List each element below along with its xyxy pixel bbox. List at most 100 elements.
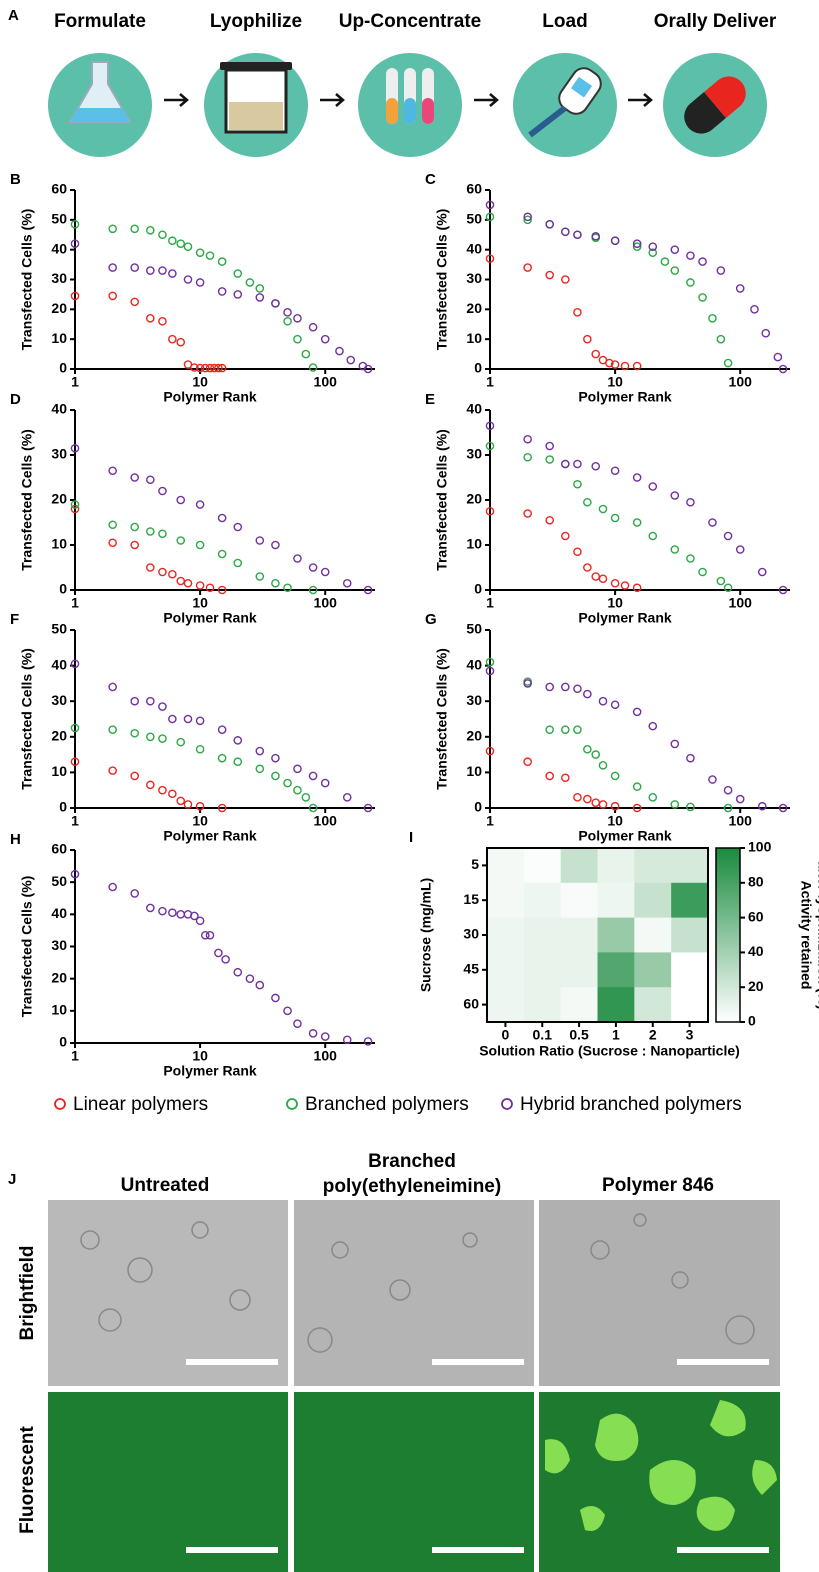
point	[308, 803, 318, 813]
point	[573, 793, 582, 802]
point	[716, 576, 726, 586]
point	[217, 753, 227, 763]
point	[485, 421, 495, 431]
step-title: Formulate	[54, 11, 146, 32]
point	[70, 757, 80, 767]
point	[70, 723, 80, 733]
point	[708, 313, 717, 323]
point	[591, 461, 601, 471]
point	[146, 475, 155, 485]
x-axis-title: Polymer Rank	[163, 610, 257, 626]
y-tick-label: 30	[466, 446, 482, 462]
colorbar-tick-label: 40	[748, 943, 764, 959]
point	[293, 334, 302, 344]
colorbar	[715, 847, 741, 1023]
heat-cell	[523, 952, 562, 988]
heat-cell	[597, 952, 635, 988]
heat-cell	[487, 917, 525, 953]
heat-cell	[523, 848, 562, 884]
point	[308, 322, 318, 332]
point	[583, 689, 592, 699]
point	[283, 778, 292, 788]
point	[190, 363, 199, 372]
point	[342, 793, 352, 802]
step-title: Lyophilize	[210, 11, 302, 32]
y-tick-label: 30	[51, 446, 67, 462]
micrograph-images	[48, 1200, 780, 1572]
point	[723, 358, 733, 368]
heat-cell	[671, 882, 709, 919]
point	[233, 736, 243, 745]
colorbar-tick-label: 20	[748, 978, 764, 994]
y-tick-label: 20	[51, 728, 67, 744]
step-title: Up-Concentrate	[339, 11, 482, 32]
point	[757, 801, 767, 811]
point	[255, 284, 265, 293]
y-tick-label: 20	[51, 300, 67, 316]
point	[632, 518, 642, 527]
point	[523, 434, 532, 444]
point	[632, 473, 642, 482]
x-axis-title: Polymer Rank	[578, 610, 672, 626]
point	[108, 291, 117, 301]
point	[158, 785, 167, 795]
y-axis-title: Transfected Cells (%)	[19, 876, 35, 1018]
point	[233, 290, 243, 299]
point	[320, 1032, 330, 1041]
colorbar-tick-label: 100	[748, 839, 772, 855]
point	[610, 360, 620, 369]
point	[363, 1037, 373, 1046]
point	[255, 764, 265, 774]
y-tick-label: 40	[51, 905, 67, 921]
point	[632, 707, 642, 717]
panel-label: H	[10, 831, 21, 848]
x-tick-label: 1	[71, 1048, 79, 1064]
point	[271, 578, 280, 588]
point	[485, 506, 495, 516]
x-axis-title: Polymer Rank	[578, 389, 672, 405]
heat-cell	[597, 882, 635, 919]
y-tick-label: 40	[51, 240, 67, 256]
point	[195, 581, 205, 590]
point	[176, 796, 186, 806]
point	[573, 547, 582, 557]
row-title: Fluorescent	[17, 1425, 38, 1533]
heat-cell	[671, 987, 709, 1023]
point	[660, 257, 670, 266]
point	[545, 682, 554, 692]
point	[183, 578, 193, 588]
point	[610, 771, 620, 781]
point	[778, 364, 788, 374]
point	[108, 766, 117, 775]
point	[735, 545, 745, 554]
x-tick-label: 10	[192, 1048, 208, 1064]
point	[698, 257, 707, 266]
point	[130, 540, 139, 550]
y-tick-label: 50	[466, 621, 482, 637]
heat-cell	[634, 952, 672, 988]
point	[168, 789, 177, 799]
point	[363, 803, 373, 813]
point	[485, 441, 495, 451]
legend-marker	[54, 1098, 66, 1110]
point	[146, 732, 155, 742]
legend-label: Branched polymers	[305, 1094, 469, 1115]
point	[778, 585, 788, 595]
x-tick-label: 3	[686, 1027, 694, 1043]
point	[195, 500, 205, 509]
point	[573, 479, 582, 489]
panel-label: D	[10, 391, 21, 408]
point	[545, 771, 554, 781]
point	[168, 334, 177, 344]
point	[217, 585, 227, 595]
y-tick-label: 40	[466, 656, 482, 672]
y-tick-label: 15	[463, 891, 479, 907]
y-tick-label: 0	[59, 1034, 67, 1050]
panel-label: E	[425, 391, 435, 408]
y-tick-label: 20	[466, 728, 482, 744]
point	[308, 585, 318, 595]
point	[200, 363, 210, 373]
point	[130, 473, 139, 482]
point	[195, 363, 205, 373]
point	[168, 569, 177, 579]
